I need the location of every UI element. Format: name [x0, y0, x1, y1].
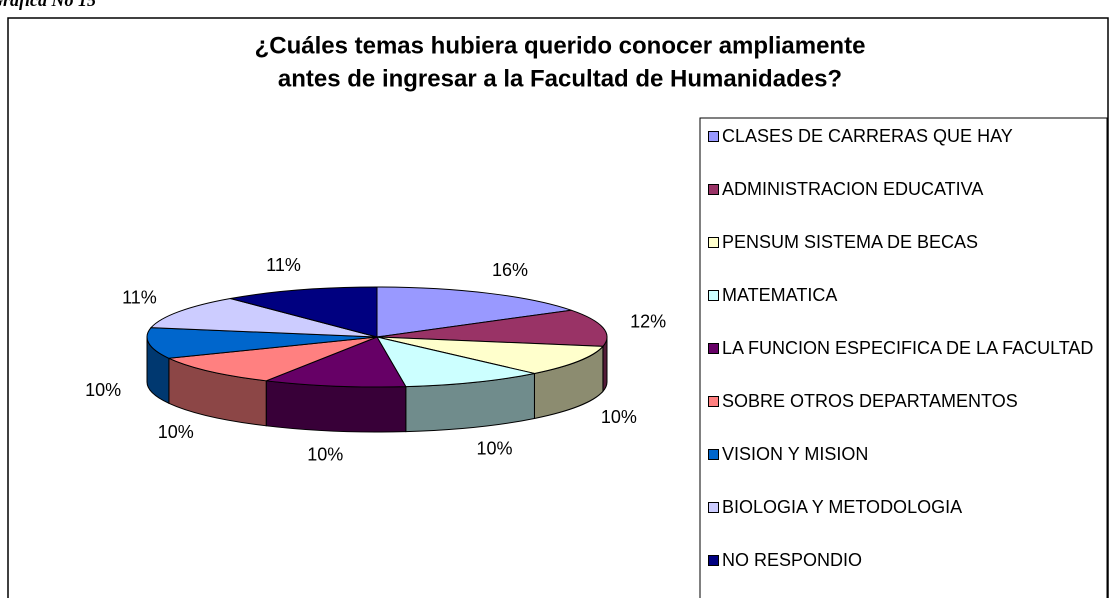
- data-label: 16%: [492, 260, 528, 280]
- legend-swatch: [708, 449, 719, 460]
- legend-label: CLASES DE CARRERAS QUE HAY: [722, 126, 1013, 146]
- legend-label: ADMINISTRACION EDUCATIVA: [722, 179, 984, 199]
- data-label: 10%: [158, 422, 194, 442]
- legend-swatch: [708, 396, 719, 407]
- slice: [146, 327, 378, 359]
- legend-label: MATEMATICA: [722, 285, 838, 305]
- legend-label: PENSUM SISTEMA DE BECAS: [722, 232, 979, 252]
- legend-swatch: [708, 131, 719, 142]
- data-label: 11%: [266, 255, 301, 275]
- legend-label: BIOLOGIA Y METODOLOGIA: [722, 497, 963, 517]
- slice: [376, 286, 572, 338]
- slice: [376, 336, 604, 374]
- legend-swatch: [708, 184, 719, 195]
- legend-swatch: [708, 237, 719, 248]
- chart-title: ¿Cuáles temas hubiera querido conocer am…: [255, 32, 866, 59]
- data-label: 10%: [476, 439, 512, 459]
- chart-title: antes de ingresar a la Facultad de Human…: [278, 65, 842, 92]
- legend-swatch: [708, 555, 719, 566]
- legend-label: SOBRE OTROS DEPARTAMENTOS: [722, 391, 1018, 411]
- legend-swatch: [708, 290, 719, 301]
- slice: [266, 336, 407, 388]
- legend-label: NO RESPONDIO: [722, 550, 863, 570]
- data-label: 10%: [601, 407, 637, 427]
- legend-label: LA FUNCION ESPECIFICA DE LA FACULTAD: [722, 338, 1094, 358]
- legend-swatch: [708, 502, 719, 513]
- slice: [150, 297, 378, 338]
- legend-swatch: [708, 343, 719, 354]
- slice-side: [265, 380, 407, 433]
- chart-frame: [7, 17, 1109, 598]
- legend-label: VISION Y MISION: [722, 444, 869, 464]
- slice: [375, 336, 535, 388]
- data-label: 12%: [630, 312, 666, 332]
- slice: [167, 336, 378, 382]
- caption: Grafica No 15: [0, 0, 96, 10]
- slice: [376, 309, 608, 347]
- slice: [230, 286, 378, 338]
- legend-frame: [699, 117, 1108, 598]
- data-label: 10%: [307, 444, 343, 464]
- data-label: 10%: [85, 380, 121, 400]
- data-label: 11%: [122, 288, 157, 308]
